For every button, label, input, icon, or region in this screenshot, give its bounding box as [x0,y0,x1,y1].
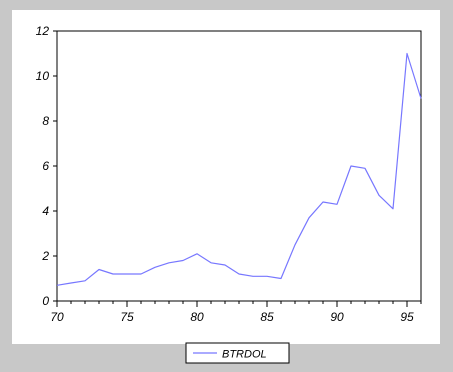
data-point [252,275,254,277]
data-point [182,259,184,261]
legend-box [185,342,290,364]
data-point [126,273,128,275]
y-tick-label: 6 [42,159,49,173]
data-point [350,165,352,167]
y-tick-label: 2 [41,249,49,263]
x-tick-label: 90 [330,310,344,324]
y-tick-label: 4 [42,204,49,218]
data-point [322,201,324,203]
data-point [84,280,86,282]
x-tick-label: 80 [190,310,204,324]
x-tick-label: 70 [50,310,64,324]
data-point [336,203,338,205]
plot-area [56,30,422,302]
data-point [210,262,212,264]
y-tick-label: 8 [42,114,49,128]
data-point [140,273,142,275]
x-axis: 70 75 80 85 90 95 [50,301,422,324]
data-point [70,282,72,284]
data-point [154,266,156,268]
data-point [98,268,100,270]
y-axis: 0 2 4 6 8 10 12 [36,24,57,308]
data-point [112,273,114,275]
x-tick-label: 85 [260,310,274,324]
y-tick-label: 12 [36,24,50,38]
data-point [196,253,198,255]
y-tick-label: 10 [36,69,50,83]
data-point [168,262,170,264]
legend: BTRDOL [185,342,290,364]
data-point [266,275,268,277]
data-point [224,264,226,266]
data-point [364,167,366,169]
x-tick-label: 75 [120,310,134,324]
data-point [308,217,310,219]
legend-label: BTRDOL [222,349,267,361]
series-layer [56,52,422,286]
data-point [56,284,58,286]
series-btrdol [56,52,422,286]
data-point [378,194,380,196]
data-point [420,97,422,99]
data-point [406,52,408,54]
data-point [280,277,282,279]
series-line [56,52,422,286]
y-tick-label: 0 [42,294,49,308]
data-point [294,244,296,246]
data-point [238,273,240,275]
data-point [392,208,394,210]
x-tick-label: 95 [400,310,414,324]
